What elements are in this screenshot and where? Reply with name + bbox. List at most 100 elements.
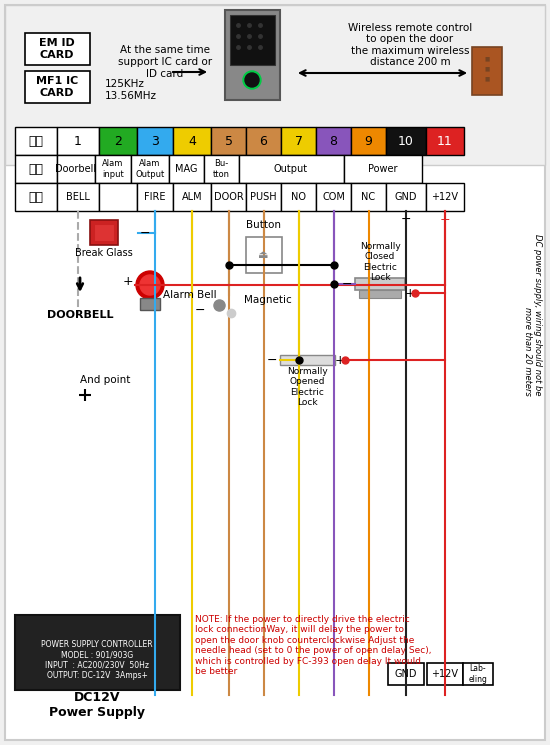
Bar xyxy=(5,5,545,165)
Text: ■: ■ xyxy=(485,66,490,72)
Bar xyxy=(351,183,386,211)
Text: Alam
Output: Alam Output xyxy=(135,159,164,179)
Bar xyxy=(137,183,173,211)
Bar xyxy=(15,127,57,155)
Bar xyxy=(344,155,422,183)
Text: 9: 9 xyxy=(365,135,372,148)
Bar xyxy=(90,220,118,245)
Text: GND: GND xyxy=(395,192,417,202)
Text: 4: 4 xyxy=(188,135,196,148)
Text: +12V: +12V xyxy=(432,192,459,202)
Bar xyxy=(239,155,344,183)
Text: DOORBELL: DOORBELL xyxy=(47,310,113,320)
Text: 功能: 功能 xyxy=(29,162,43,176)
Bar xyxy=(351,127,386,155)
Bar xyxy=(388,663,424,685)
Text: −: − xyxy=(401,212,411,226)
Bar xyxy=(472,47,502,95)
Text: ⏏: ⏏ xyxy=(258,250,269,260)
Text: Power: Power xyxy=(368,164,398,174)
Bar xyxy=(204,155,239,183)
Text: −: − xyxy=(342,277,352,291)
Text: Break Glass: Break Glass xyxy=(75,248,133,258)
Text: Lab-
eling: Lab- eling xyxy=(469,665,487,684)
Text: DC12V
Power Supply: DC12V Power Supply xyxy=(49,691,145,719)
Circle shape xyxy=(243,71,261,89)
Text: Alarm Bell: Alarm Bell xyxy=(163,290,217,300)
Text: Normally
Closed
Electric
Lock: Normally Closed Electric Lock xyxy=(360,242,400,282)
Text: 6: 6 xyxy=(260,135,267,148)
Bar xyxy=(140,298,160,310)
Text: 125KHz
13.56MHz: 125KHz 13.56MHz xyxy=(105,79,157,101)
Bar xyxy=(15,615,180,690)
Text: ALM: ALM xyxy=(182,192,202,202)
Text: NC: NC xyxy=(361,192,376,202)
Bar xyxy=(15,183,57,211)
Bar xyxy=(173,183,211,211)
Text: PUSH: PUSH xyxy=(250,192,277,202)
Text: +: + xyxy=(405,287,415,299)
Text: And point: And point xyxy=(80,375,130,385)
Text: Button: Button xyxy=(246,220,281,230)
Bar xyxy=(57,155,95,183)
Bar xyxy=(386,183,426,211)
Text: ■: ■ xyxy=(485,57,490,62)
Bar xyxy=(316,127,351,155)
Text: DC power supply, wiring should not be
more than 20 meters: DC power supply, wiring should not be mo… xyxy=(522,234,542,396)
Bar xyxy=(281,183,316,211)
Text: DOOR: DOOR xyxy=(213,192,244,202)
Text: 序号: 序号 xyxy=(29,135,43,148)
Bar xyxy=(99,183,137,211)
Bar xyxy=(427,663,463,685)
Text: Output: Output xyxy=(274,164,308,174)
Text: POWER SUPPLY CONTROLLER
MODEL : 901/903G
INPUT  : AC200/230V  50Hz
OUTPUT: DC-12: POWER SUPPLY CONTROLLER MODEL : 901/903G… xyxy=(41,640,153,680)
Text: +: + xyxy=(439,212,450,226)
Text: ■: ■ xyxy=(485,77,490,81)
Bar xyxy=(281,127,316,155)
Text: 10: 10 xyxy=(398,135,414,148)
Text: EM ID
CARD: EM ID CARD xyxy=(39,38,75,60)
Bar xyxy=(57,183,99,211)
Text: 7: 7 xyxy=(294,135,302,148)
Text: MF1 IC
CARD: MF1 IC CARD xyxy=(36,76,78,98)
Text: +12V: +12V xyxy=(432,669,459,679)
Text: Wireless remote control
to open the door
the maximum wireless
distance 200 m: Wireless remote control to open the door… xyxy=(348,22,472,67)
Text: Doorbell: Doorbell xyxy=(56,164,97,174)
Bar xyxy=(211,183,246,211)
Bar xyxy=(211,127,246,155)
Bar xyxy=(359,290,401,298)
Text: At the same time
support IC card or
ID card: At the same time support IC card or ID c… xyxy=(118,45,212,79)
Text: FIRE: FIRE xyxy=(144,192,166,202)
Bar xyxy=(15,155,57,183)
Text: Bu-
tton: Bu- tton xyxy=(212,159,229,179)
Text: GND: GND xyxy=(395,669,417,679)
Bar xyxy=(246,127,281,155)
Bar xyxy=(355,278,405,290)
Text: +: + xyxy=(335,353,345,367)
Bar xyxy=(225,10,280,100)
Bar xyxy=(173,127,211,155)
Text: −: − xyxy=(195,303,205,317)
Bar xyxy=(25,33,90,65)
Text: 5: 5 xyxy=(224,135,233,148)
Bar xyxy=(99,127,137,155)
Text: −: − xyxy=(267,353,277,367)
Bar xyxy=(57,127,99,155)
Text: −: − xyxy=(140,226,150,239)
Bar xyxy=(316,183,351,211)
Bar xyxy=(245,237,282,273)
Bar xyxy=(94,224,114,241)
Text: 8: 8 xyxy=(329,135,338,148)
Text: 3: 3 xyxy=(151,135,159,148)
Bar xyxy=(386,127,426,155)
Text: NOTE: If the power to directly drive the electric
lock connectionWay, it will de: NOTE: If the power to directly drive the… xyxy=(195,615,432,676)
Bar xyxy=(463,663,493,685)
Bar xyxy=(95,155,131,183)
Bar xyxy=(137,127,173,155)
Text: 1: 1 xyxy=(74,135,82,148)
Text: BELL: BELL xyxy=(66,192,90,202)
Text: NO: NO xyxy=(291,192,306,202)
Bar xyxy=(25,71,90,103)
Bar xyxy=(426,183,464,211)
Text: Normally
Opened
Electric
Lock: Normally Opened Electric Lock xyxy=(287,367,327,407)
